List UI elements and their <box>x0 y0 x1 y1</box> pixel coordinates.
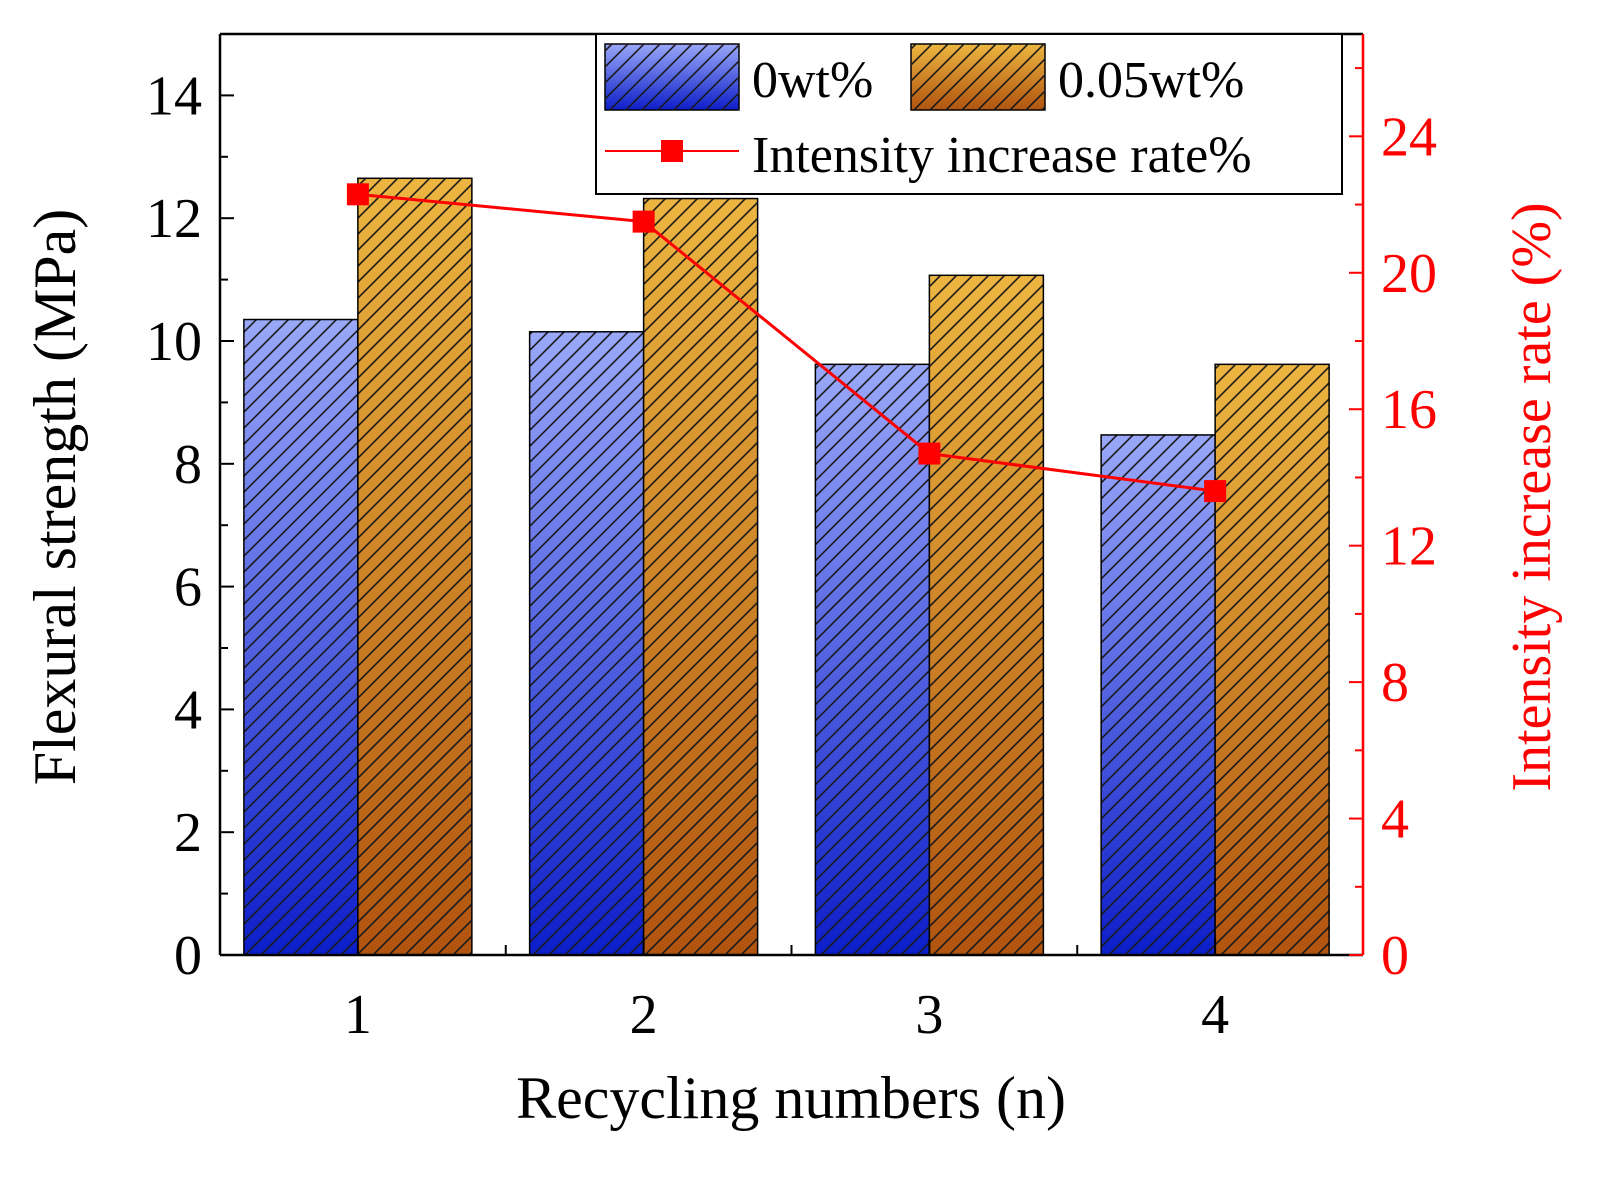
bars-layer <box>243 177 1330 956</box>
right-tick-label-12: 12 <box>1381 516 1437 578</box>
x-axis-title: Recycling numbers (n) <box>516 1065 1066 1131</box>
right-tick-label-16: 16 <box>1381 379 1437 441</box>
left-tick-label-14: 14 <box>146 65 202 127</box>
right-tick-label-4: 4 <box>1381 789 1409 851</box>
bar-hatch-0wt-1 <box>243 318 359 956</box>
bar-hatch-005wt-1 <box>357 177 473 956</box>
legend: 0wt% 0.05wt% Intensity increase rate% <box>595 33 1343 195</box>
rate-line <box>357 192 1216 493</box>
bar-hatch-0wt-2 <box>528 331 645 956</box>
rate-marker-4 <box>1204 480 1227 503</box>
legend-swatch-005wt-hatch <box>911 44 1045 110</box>
axes-layer <box>218 32 1365 957</box>
legend-label-0wt: 0wt% <box>752 52 873 109</box>
left-tick-label-8: 8 <box>174 434 202 496</box>
rate-marker-1 <box>346 183 369 206</box>
bar-hatch-005wt-4 <box>1214 363 1330 956</box>
right-tick-label-8: 8 <box>1381 652 1409 714</box>
legend-label-005wt: 0.05wt% <box>1058 52 1244 109</box>
rate-marker-2 <box>632 210 655 233</box>
left-tick-label-10: 10 <box>146 311 202 373</box>
left-tick-label-12: 12 <box>146 188 202 250</box>
line-layer <box>346 183 1227 503</box>
right-tick-label-20: 20 <box>1381 243 1437 305</box>
x-tick-label-1: 1 <box>344 984 372 1046</box>
left-tick-label-4: 4 <box>174 679 202 741</box>
x-tick-label-2: 2 <box>630 984 658 1046</box>
y-axis-title: Flexural strength (MPa) <box>22 209 88 786</box>
right-tick-label-24: 24 <box>1381 106 1437 168</box>
rate-marker-3 <box>918 442 941 465</box>
bar-hatch-005wt-3 <box>928 274 1045 956</box>
right-tick-label-0: 0 <box>1381 925 1409 987</box>
bar-hatch-005wt-2 <box>642 197 759 956</box>
left-tick-label-0: 0 <box>174 925 202 987</box>
legend-marker-square <box>661 140 683 162</box>
bar-hatch-0wt-3 <box>814 363 931 956</box>
left-tick-label-6: 6 <box>174 557 202 619</box>
secondary-y-axis-title: Intensity increase rate (%) <box>1501 202 1563 791</box>
x-tick-label-3: 3 <box>915 984 943 1046</box>
left-tick-label-2: 2 <box>174 802 202 864</box>
legend-label-rate: Intensity increase rate% <box>752 127 1252 184</box>
legend-swatch-0wt-hatch <box>605 44 739 110</box>
x-tick-label-4: 4 <box>1201 984 1229 1046</box>
bar-hatch-0wt-4 <box>1100 434 1216 956</box>
